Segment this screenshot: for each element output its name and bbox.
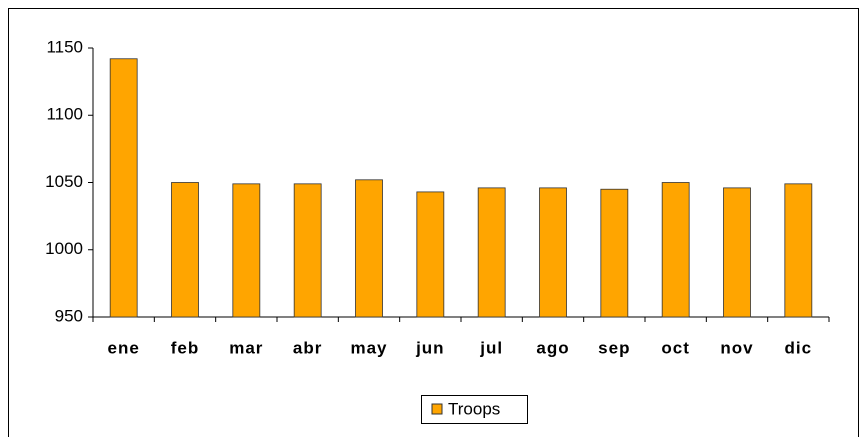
x-tick-label: abr [293, 338, 322, 357]
x-tick-label: jun [415, 338, 445, 357]
bar [600, 188, 629, 318]
legend-label: Troops [448, 399, 500, 418]
x-tick-label: oct [661, 338, 690, 357]
y-tick-label: 950 [55, 306, 83, 325]
x-tick-label: dic [785, 338, 813, 357]
bar [109, 58, 138, 318]
bar [171, 182, 199, 318]
bar [723, 187, 751, 318]
legend-swatch [431, 403, 443, 415]
y-tick-label: 1050 [45, 172, 83, 191]
x-tick-label: nov [720, 338, 753, 357]
x-tick-label: feb [171, 338, 200, 357]
x-tick-label: ago [536, 338, 569, 357]
y-tick-label: 1100 [46, 105, 83, 124]
x-tick-label: ene [108, 338, 140, 357]
y-tick-label: 1150 [46, 37, 83, 56]
x-tick-label: sep [598, 338, 630, 357]
bar [784, 183, 813, 318]
chart-frame [8, 8, 859, 437]
bar [539, 187, 567, 318]
bar [355, 179, 383, 318]
y-tick-label: 1000 [45, 239, 83, 258]
bar [661, 182, 690, 318]
bar [477, 187, 506, 318]
bar [293, 183, 322, 318]
x-tick-label: mar [229, 338, 263, 357]
bar [232, 183, 261, 318]
x-tick-label: jul [479, 338, 503, 357]
bar [416, 191, 445, 318]
x-tick-label: may [350, 338, 387, 357]
